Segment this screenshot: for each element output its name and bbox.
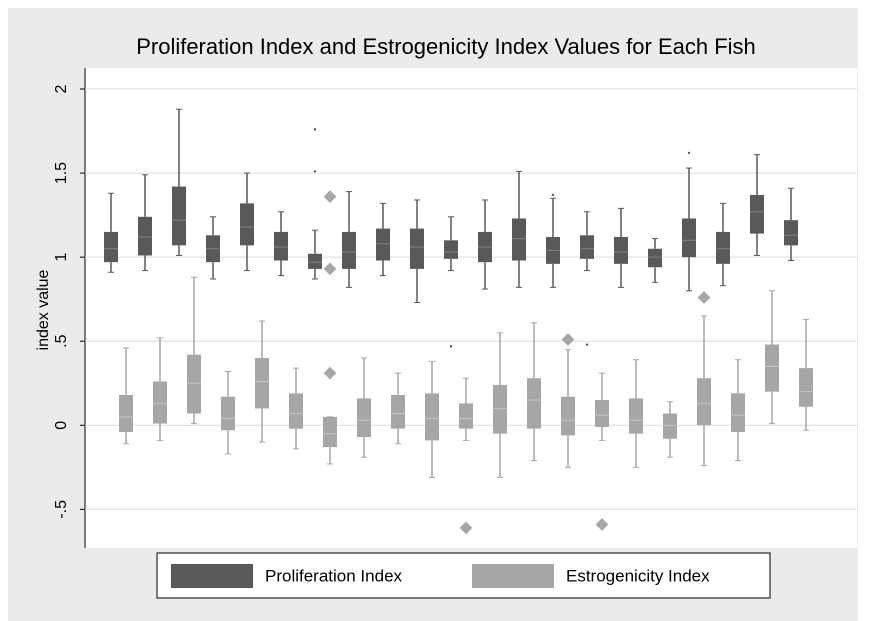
box	[153, 381, 167, 424]
box	[240, 203, 254, 246]
box	[614, 236, 628, 264]
box	[697, 378, 711, 426]
box	[580, 235, 594, 259]
y-axis-label: index value	[35, 269, 52, 350]
box	[410, 228, 424, 269]
box	[119, 395, 133, 432]
y-tick-label: -.5	[53, 500, 70, 519]
plot-area	[85, 68, 857, 548]
box	[104, 231, 118, 263]
y-tick-label: 1	[53, 253, 70, 262]
box	[595, 400, 609, 427]
outlier	[323, 262, 337, 276]
outlier	[323, 366, 337, 380]
box	[444, 240, 458, 259]
box	[289, 393, 303, 429]
legend-label: Proliferation Index	[265, 566, 403, 585]
box	[750, 194, 764, 234]
box	[342, 231, 356, 269]
box	[765, 344, 779, 392]
box	[425, 393, 439, 441]
box	[493, 384, 507, 434]
legend	[156, 552, 771, 599]
box	[459, 403, 473, 429]
legend-swatch	[171, 564, 253, 588]
box	[682, 218, 696, 258]
y-tick-label: 0	[53, 421, 70, 430]
box	[527, 378, 541, 429]
box	[255, 358, 269, 409]
box	[629, 398, 643, 434]
box	[138, 216, 152, 256]
box	[274, 231, 288, 261]
outlier	[449, 345, 453, 348]
outlier	[551, 193, 555, 197]
box	[323, 416, 337, 448]
box	[663, 413, 677, 439]
box	[172, 186, 186, 246]
y-tick-label: .5	[53, 334, 70, 347]
box	[648, 248, 662, 268]
outlier	[687, 151, 691, 155]
outlier	[313, 128, 317, 131]
box	[731, 393, 745, 432]
box	[357, 398, 371, 438]
box	[376, 228, 390, 261]
legend-label: Estrogenicity Index	[566, 566, 710, 585]
y-tick-label: 2	[53, 84, 70, 93]
box	[799, 368, 813, 407]
box	[187, 354, 201, 414]
box	[561, 396, 575, 436]
box	[221, 396, 235, 431]
y-tick-label: 1.5	[53, 162, 70, 184]
box	[716, 231, 730, 264]
legend-swatch	[472, 564, 554, 588]
outlier	[585, 343, 589, 346]
box	[391, 395, 405, 429]
box	[784, 220, 798, 246]
box	[512, 218, 526, 261]
chart-title: Proliferation Index and Estrogenicity In…	[136, 34, 756, 59]
outlier	[313, 170, 317, 173]
outlier	[323, 190, 337, 203]
box	[308, 253, 322, 269]
